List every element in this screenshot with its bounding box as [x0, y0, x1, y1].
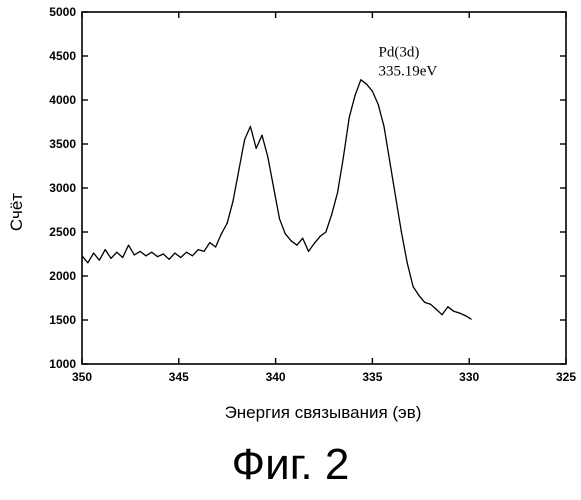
data-point [180, 257, 181, 258]
data-point [465, 315, 466, 316]
data-point [372, 91, 373, 92]
peak-annotation-line: 335.19eV [379, 63, 438, 79]
data-point [145, 255, 146, 256]
data-point [110, 258, 111, 259]
axes-layer [82, 12, 566, 364]
peak-annotation-line: Pd(3d) [379, 44, 420, 60]
data-point [453, 311, 454, 312]
data-point [215, 246, 216, 247]
data-point [186, 252, 187, 253]
data-point [296, 245, 297, 246]
data-point [267, 157, 268, 158]
data-point [273, 187, 274, 188]
data-point [366, 84, 367, 85]
data-point [447, 306, 448, 307]
y-tick-label: 2000 [49, 269, 76, 283]
data-point [331, 214, 332, 215]
data-point [151, 252, 152, 253]
data-point [250, 126, 251, 127]
y-tick-label: 5000 [49, 5, 76, 19]
data-point [209, 242, 210, 243]
data-point [192, 255, 193, 256]
x-tick-label: 330 [459, 370, 479, 384]
data-point [413, 286, 414, 287]
data-point [436, 309, 437, 310]
x-tick-label: 340 [266, 370, 286, 384]
figure-caption: Фиг. 2 [0, 440, 581, 490]
data-point [418, 295, 419, 296]
y-tick-label: 1500 [49, 313, 76, 327]
x-tick-label: 325 [556, 370, 576, 384]
x-tick-label: 350 [72, 370, 92, 384]
ticks-layer: 350 345 340 335 330 325 1000 1500 2000 2500 3000 35… [49, 5, 576, 384]
data-point [198, 249, 199, 250]
plot-frame [82, 12, 566, 364]
data-point [389, 161, 390, 162]
data-point [337, 192, 338, 193]
data-point [134, 254, 135, 255]
series-layer [81, 79, 471, 320]
data-point [343, 157, 344, 158]
y-tick-label: 1000 [49, 357, 76, 371]
xps-chart: 350 345 340 335 330 325 1000 1500 2000 2500 3000 35… [0, 0, 581, 440]
data-point [238, 170, 239, 171]
data-point [383, 126, 384, 127]
data-point [169, 259, 170, 260]
data-point [105, 249, 106, 250]
data-point [407, 262, 408, 263]
data-point [459, 312, 460, 313]
data-point [285, 233, 286, 234]
data-point [99, 260, 100, 261]
data-point [349, 117, 350, 118]
annotation-layer: Pd(3d) 335.19eV [379, 44, 438, 79]
y-tick-label: 3000 [49, 181, 76, 195]
data-point [221, 233, 222, 234]
data-point [81, 255, 82, 256]
x-tick-label: 335 [362, 370, 382, 384]
data-point [302, 238, 303, 239]
data-point [227, 223, 228, 224]
data-point [320, 236, 321, 237]
data-point [232, 201, 233, 202]
data-point [157, 256, 158, 257]
x-tick-label: 345 [169, 370, 189, 384]
data-point [256, 148, 257, 149]
y-axis-title: Счёт [7, 193, 26, 231]
y-tick-label: 4500 [49, 49, 76, 63]
data-point [244, 139, 245, 140]
data-point [360, 79, 361, 80]
data-point [401, 231, 402, 232]
data-point [140, 251, 141, 252]
data-point [163, 253, 164, 254]
data-point [395, 196, 396, 197]
x-axis-title: Энергия связывания (эв) [225, 403, 422, 422]
data-point [378, 104, 379, 105]
data-point [291, 240, 292, 241]
data-point [471, 319, 472, 320]
data-point [354, 95, 355, 96]
y-tick-label: 4000 [49, 93, 76, 107]
data-point [128, 245, 129, 246]
y-tick-label: 2500 [49, 225, 76, 239]
data-point [122, 257, 123, 258]
data-point [261, 135, 262, 136]
data-point [442, 314, 443, 315]
data-point [87, 262, 88, 263]
data-point [308, 251, 309, 252]
data-point [424, 302, 425, 303]
data-point [203, 251, 204, 252]
data-point [174, 253, 175, 254]
data-point [93, 253, 94, 254]
data-point [279, 218, 280, 219]
y-tick-label: 3500 [49, 137, 76, 151]
spectrum-line [82, 80, 471, 319]
data-point [116, 252, 117, 253]
data-point [430, 304, 431, 305]
data-point [325, 231, 326, 232]
data-point [314, 243, 315, 244]
